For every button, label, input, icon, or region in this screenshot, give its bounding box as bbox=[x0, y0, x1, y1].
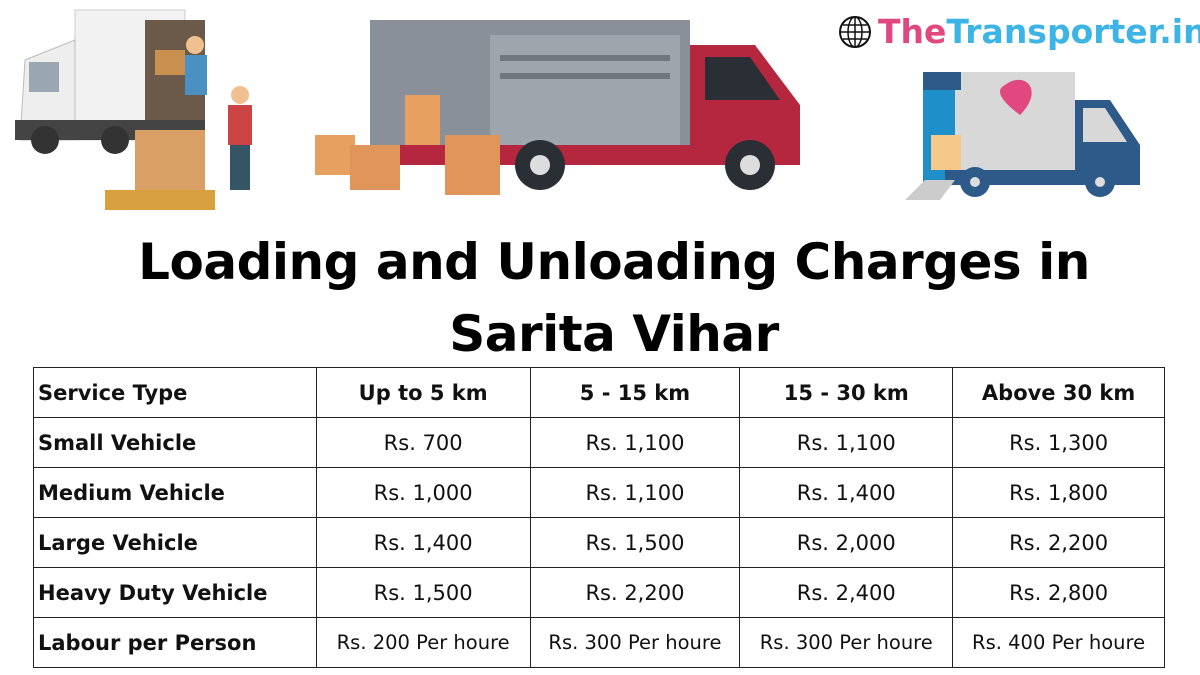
charge-cell: Rs. 300 Per houre bbox=[529, 617, 741, 668]
charge-cell: Rs. 200 Per houre bbox=[315, 617, 531, 668]
table-row: Medium Vehicle Rs. 1,000 Rs. 1,100 Rs. 1,40… bbox=[33, 467, 1165, 518]
charge-cell: Rs. 1,800 bbox=[952, 467, 1165, 518]
charge-cell: Rs. 1,100 bbox=[739, 417, 954, 468]
charge-cell: Rs. 1,500 bbox=[529, 517, 741, 568]
column-header: Service Type bbox=[33, 367, 317, 418]
charge-cell: Rs. 1,100 bbox=[529, 467, 741, 518]
charge-cell: Rs. 1,000 bbox=[315, 467, 531, 518]
title-line-2: Sarita Vihar bbox=[449, 305, 779, 363]
service-type-cell: Small Vehicle bbox=[33, 417, 317, 468]
blue-truck-illustration bbox=[905, 72, 1140, 200]
charge-cell: Rs. 2,200 bbox=[529, 567, 741, 618]
charge-cell: Rs. 400 Per houre bbox=[952, 617, 1165, 668]
charge-cell: Rs. 2,200 bbox=[952, 517, 1165, 568]
charge-cell: Rs. 2,000 bbox=[739, 517, 954, 568]
service-type-cell: Large Vehicle bbox=[33, 517, 317, 568]
charges-table: Service Type Up to 5 km 5 - 15 km 15 - 30 k… bbox=[33, 367, 1165, 668]
column-header: Above 30 km bbox=[952, 367, 1165, 418]
title-line-1: Loading and Unloading Charges in bbox=[138, 233, 1090, 291]
charge-cell: Rs. 2,400 bbox=[739, 567, 954, 618]
globe-icon bbox=[839, 15, 871, 48]
charge-cell: Rs. 300 Per houre bbox=[739, 617, 954, 668]
column-header: Up to 5 km bbox=[315, 367, 531, 418]
column-header: 5 - 15 km bbox=[529, 367, 741, 418]
charge-cell: Rs. 2,800 bbox=[952, 567, 1165, 618]
charge-cell: Rs. 700 bbox=[315, 417, 531, 468]
brand-transporter: Transporter.in bbox=[946, 12, 1200, 51]
truck-loading-illustration bbox=[15, 9, 252, 210]
page-title: Loading and Unloading Charges in Sarita … bbox=[0, 226, 1200, 370]
service-type-cell: Labour per Person bbox=[33, 617, 317, 668]
table-row: Heavy Duty Vehicle Rs. 1,500 Rs. 2,200 Rs. … bbox=[33, 567, 1165, 618]
charge-cell: Rs. 1,300 bbox=[952, 417, 1165, 468]
charge-cell: Rs. 1,100 bbox=[529, 417, 741, 468]
charge-cell: Rs. 1,500 bbox=[315, 567, 531, 618]
column-header: 15 - 30 km bbox=[739, 367, 954, 418]
brand-the: The bbox=[878, 12, 947, 51]
charge-cell: Rs. 1,400 bbox=[739, 467, 954, 518]
brand-logo: The Transporter.in bbox=[838, 12, 1200, 51]
charge-cell: Rs. 1,400 bbox=[315, 517, 531, 568]
table-header-row: Service Type Up to 5 km 5 - 15 km 15 - 30 k… bbox=[33, 367, 1165, 418]
red-truck-illustration bbox=[315, 20, 800, 195]
table-row: Small Vehicle Rs. 700 Rs. 1,100 Rs. 1,100 Rs… bbox=[33, 417, 1165, 468]
service-type-cell: Heavy Duty Vehicle bbox=[33, 567, 317, 618]
table-row: Large Vehicle Rs. 1,400 Rs. 1,500 Rs. 2,000… bbox=[33, 517, 1165, 568]
table-row: Labour per Person Rs. 200 Per houre Rs. 30… bbox=[33, 617, 1165, 668]
service-type-cell: Medium Vehicle bbox=[33, 467, 317, 518]
